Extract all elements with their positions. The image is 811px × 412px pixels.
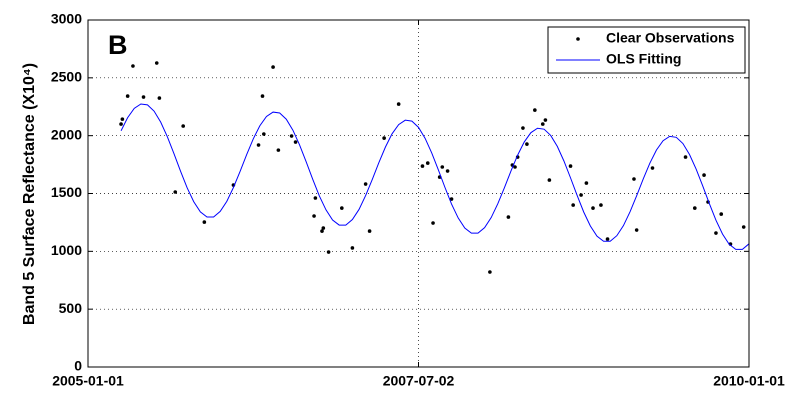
observation-point: [521, 126, 525, 130]
observation-point: [313, 196, 318, 200]
observation-point: [440, 165, 445, 169]
observation-point: [506, 215, 511, 219]
observation-point: [131, 64, 135, 68]
observation-point: [425, 161, 430, 165]
observation-point: [293, 140, 298, 144]
observation-point: [714, 231, 718, 235]
fit-line: [120, 103, 750, 250]
observation-point: [702, 173, 706, 177]
observation-point: [445, 169, 450, 173]
observation-point: [320, 229, 324, 233]
observation-point: [513, 165, 517, 169]
legend-label: OLS Fitting: [606, 51, 681, 67]
observation-point: [260, 94, 265, 98]
observation-point: [420, 164, 425, 168]
observation-point: [634, 228, 639, 232]
axes: 0 500 1000 1500 2000 2500 3000 2005-01-01 2007-0…: [51, 11, 785, 389]
plot-marks: [119, 61, 750, 274]
observation-point: [321, 226, 326, 230]
observation-point: [741, 225, 746, 229]
y-tick-label: 2500: [51, 69, 82, 85]
observation-point: [692, 206, 697, 210]
observation-point: [367, 229, 372, 233]
observation-point: [533, 108, 537, 112]
observation-point: [350, 246, 355, 250]
observation-point: [571, 203, 575, 207]
legend-box: [547, 26, 746, 74]
observation-point: [449, 197, 454, 201]
observation-point: [547, 178, 552, 182]
x-tick-label: 2005-01-01: [52, 373, 124, 389]
observation-point: [181, 124, 185, 128]
observation-point: [591, 206, 595, 210]
panel-label: B: [108, 30, 128, 60]
y-tick-label: 0: [74, 358, 82, 374]
observation-point: [125, 94, 130, 98]
observation-point: [157, 96, 162, 100]
observation-point: [271, 65, 275, 69]
observation-point: [120, 117, 125, 121]
observation-point: [141, 95, 146, 99]
legend-label: Clear Observations: [606, 30, 735, 46]
observation-point: [119, 122, 123, 126]
observation-point: [605, 237, 610, 241]
legend: Clear Observations OLS Fitting: [547, 26, 746, 74]
observation-point: [363, 182, 368, 186]
observation-point: [173, 190, 178, 194]
observation-point: [584, 181, 589, 185]
observation-point: [579, 193, 583, 197]
y-axis-label: Band 5 Surface Reflectance (X10⁴): [21, 63, 38, 325]
y-tick-label: 1000: [51, 242, 82, 258]
observation-point: [540, 122, 545, 126]
y-tick-label: 3000: [51, 11, 82, 27]
observation-point: [525, 142, 529, 146]
x-tick-label: 2007-07-02: [383, 373, 455, 389]
observation-point: [599, 203, 603, 207]
observation-point: [326, 250, 331, 254]
y-tick-label: 2000: [51, 126, 82, 142]
observation-point: [543, 118, 548, 122]
observation-point: [719, 212, 724, 216]
observation-point: [382, 136, 386, 140]
y-tick-label: 1500: [51, 184, 82, 200]
legend-marker: [576, 37, 580, 41]
observation-point: [431, 221, 435, 225]
observation-point: [340, 206, 344, 210]
observation-point: [312, 214, 316, 218]
observation-point: [276, 148, 281, 152]
observation-point: [289, 134, 294, 138]
observation-point: [154, 61, 159, 65]
y-tick-label: 500: [59, 300, 83, 316]
observation-point: [488, 270, 492, 274]
observation-point: [683, 155, 688, 159]
observation-point: [256, 143, 261, 147]
observation-point: [262, 132, 266, 136]
x-tick-label: 2010-01-01: [713, 373, 785, 389]
observation-point: [568, 164, 573, 168]
observation-point: [632, 177, 636, 181]
observation-point: [650, 166, 655, 170]
observation-point: [202, 220, 207, 224]
observation-point: [396, 102, 401, 106]
